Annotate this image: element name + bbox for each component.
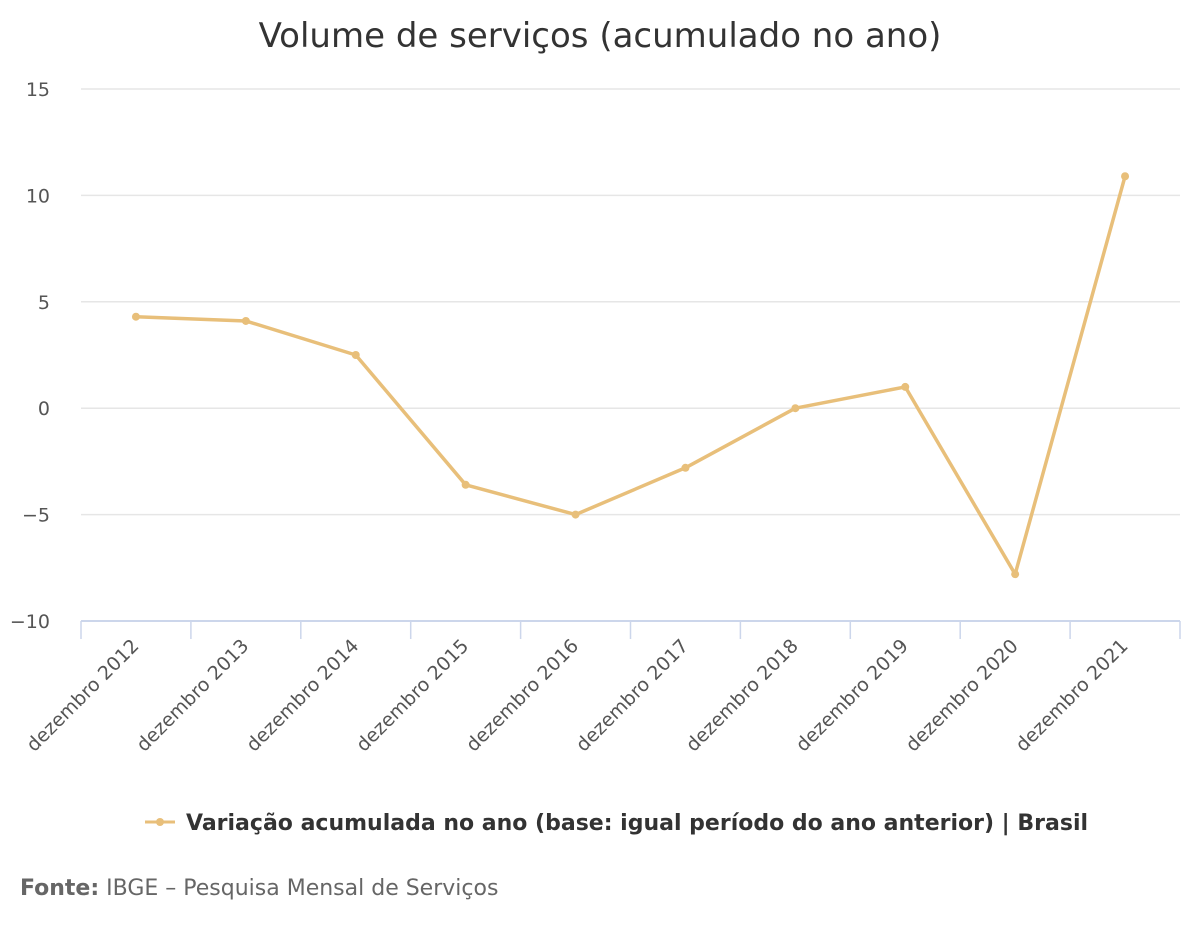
x-tick-label: dezembro 2012 [22,635,143,756]
data-point[interactable] [571,510,580,519]
data-point[interactable] [241,316,250,325]
x-tick-label: dezembro 2021 [1011,635,1132,756]
data-point[interactable] [461,480,470,489]
x-tick-label: dezembro 2019 [792,635,913,756]
source-text: IBGE – Pesquisa Mensal de Serviços [99,876,499,901]
data-point[interactable] [1011,570,1020,579]
y-tick-label: 0 [38,398,50,420]
y-tick-label: 10 [26,185,50,207]
x-tick-label: dezembro 2017 [572,635,693,756]
series-layer [131,172,1130,579]
y-tick-label: 15 [26,79,50,101]
source-note: Fonte: IBGE – Pesquisa Mensal de Serviço… [20,876,498,901]
x-tick-label: dezembro 2014 [242,635,363,756]
y-axis: 15 10 5 0 −5 −10 [10,79,50,633]
chart-title: Volume de serviços (acumulado no ano) [259,16,942,56]
data-point[interactable] [351,351,360,359]
y-tick-label: 5 [38,292,50,314]
legend-marker-dot [156,818,164,826]
y-tick-label: −5 [22,505,50,527]
data-point[interactable] [901,382,910,391]
x-tick-label: dezembro 2015 [352,635,473,756]
legend-label: Variação acumulada no ano (base: igual p… [186,811,1088,836]
data-point[interactable] [1121,172,1130,181]
x-tick-label: dezembro 2013 [132,635,253,756]
series-line [134,174,1127,576]
x-tick-label: dezembro 2016 [462,635,583,756]
x-tick-label: dezembro 2020 [901,635,1022,756]
source-label: Fonte: [20,876,100,901]
grid-lines [81,88,1180,516]
data-point[interactable] [131,312,140,321]
data-point[interactable] [681,463,690,472]
legend[interactable]: Variação acumulada no ano (base: igual p… [145,811,1088,836]
data-point[interactable] [791,404,800,413]
y-tick-label: −10 [10,611,50,633]
x-tick-label: dezembro 2018 [682,635,803,756]
